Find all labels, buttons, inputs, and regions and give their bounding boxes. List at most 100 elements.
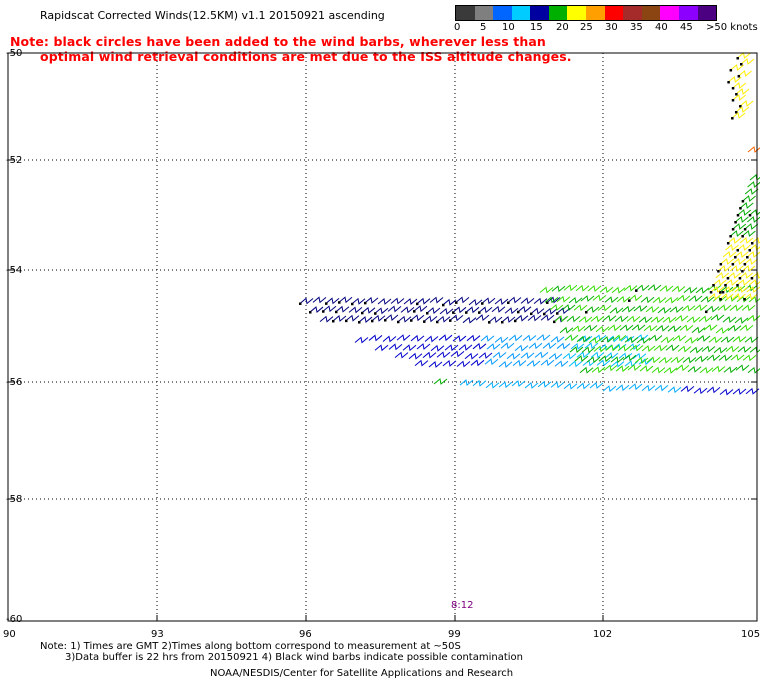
wind-barb	[422, 351, 437, 359]
wind-barb	[374, 307, 389, 315]
wind-barb	[737, 52, 751, 59]
quality-flag-marker	[724, 284, 727, 287]
wind-barb	[522, 334, 537, 342]
wind-barb	[403, 298, 418, 305]
wind-barb	[734, 286, 749, 293]
wind-barb	[484, 358, 499, 366]
wind-barb	[632, 352, 647, 360]
wind-barb	[436, 315, 451, 323]
wind-barb	[449, 314, 464, 322]
quality-flag-marker	[635, 289, 638, 292]
wind-barb	[556, 295, 571, 303]
lon-label-99e: 99	[448, 629, 461, 640]
quality-flag-marker	[719, 263, 723, 266]
colorbar-label-20: 20	[556, 22, 569, 33]
wind-barb	[602, 314, 617, 322]
lat-label-60s: -60	[6, 614, 23, 625]
wind-barb	[732, 94, 747, 101]
wind-barb	[715, 327, 730, 334]
quality-flag-marker	[416, 302, 419, 306]
quality-flag-marker	[410, 319, 413, 322]
wind-barb	[527, 314, 542, 322]
wind-barb	[459, 379, 474, 387]
wind-barb	[442, 359, 457, 367]
footer-credit: NOAA/NESDIS/Center for Satellite Applica…	[210, 668, 514, 679]
wind-barb	[400, 306, 415, 314]
wind-barb	[663, 366, 678, 374]
wind-barb	[561, 304, 576, 311]
colorbar-swatch	[567, 6, 587, 20]
wind-barb	[745, 387, 760, 395]
colorbar-swatch	[641, 6, 661, 20]
wind-barb	[667, 386, 682, 394]
wind-barb	[470, 359, 485, 367]
wind-barb	[732, 335, 747, 343]
wind-barb	[590, 351, 605, 359]
wind-barb	[742, 195, 756, 202]
product-title: Rapidscat Corrected Winds(12.5KM) v1.1 2…	[40, 9, 385, 22]
wind-barb	[514, 314, 529, 322]
quality-flag-marker	[729, 235, 732, 238]
wind-barb	[583, 324, 598, 332]
colorbar-swatch	[660, 6, 679, 20]
wind-barb	[744, 223, 759, 230]
wind-barb	[731, 112, 746, 119]
quality-flag-marker	[736, 249, 739, 252]
lat-label-58s: -58	[6, 494, 23, 505]
wind-barb	[582, 359, 597, 367]
quality-flag-marker	[734, 256, 737, 259]
wind-barb	[416, 343, 431, 350]
wind-barb	[309, 306, 324, 313]
quality-flag-marker	[514, 319, 517, 323]
wind-barb	[746, 286, 760, 293]
wind-barb	[603, 364, 618, 372]
quality-flag-marker	[737, 75, 741, 78]
wind-barb	[729, 304, 744, 312]
lat-label-56s: -56	[6, 377, 23, 388]
wind-barb	[670, 356, 685, 364]
quality-flag-marker	[731, 263, 735, 266]
altitude-note-line-1: Note: black circles have been added to t…	[10, 34, 546, 49]
quality-flag-marker	[530, 312, 533, 316]
wind-barb	[742, 230, 756, 237]
quality-flag-marker	[507, 301, 510, 305]
wind-barb	[533, 297, 548, 305]
wind-barb	[481, 297, 496, 305]
lat-label-52s: -52	[6, 155, 23, 166]
wind-barb	[414, 359, 429, 367]
wind-barb	[633, 305, 648, 312]
lat-lon-grid	[7, 52, 758, 622]
wind-barb	[645, 305, 660, 313]
quality-flag-marker	[322, 310, 325, 313]
wind-barb	[592, 294, 607, 302]
wind-barb	[675, 364, 690, 372]
quality-flag-marker	[741, 235, 744, 238]
wind-barb	[680, 385, 695, 393]
lon-label-90e: 90	[3, 629, 16, 640]
wind-barb	[606, 335, 621, 343]
wind-barb	[607, 324, 622, 332]
wind-barb	[597, 304, 612, 312]
wind-barb	[578, 316, 593, 323]
quality-flag-marker	[371, 319, 374, 323]
wind-barb	[514, 344, 529, 352]
wind-barb	[549, 304, 564, 311]
quality-flag-marker	[585, 311, 588, 314]
wind-barb	[737, 345, 752, 353]
wind-barb	[488, 316, 503, 324]
quality-flag-marker	[721, 291, 725, 294]
wind-barb	[556, 342, 571, 350]
quality-flag-marker	[374, 312, 377, 315]
wind-barb	[550, 335, 565, 343]
wind-barb	[751, 237, 760, 244]
wind-barb	[744, 258, 758, 265]
wind-barb	[377, 298, 392, 305]
wind-barb	[744, 188, 759, 195]
wind-barb	[571, 325, 586, 333]
wind-barb	[736, 279, 751, 286]
colorbar-swatch	[530, 6, 549, 20]
wind-barb	[701, 345, 716, 353]
quality-flag-marker	[750, 277, 754, 280]
lon-label-102e: 102	[593, 629, 613, 640]
